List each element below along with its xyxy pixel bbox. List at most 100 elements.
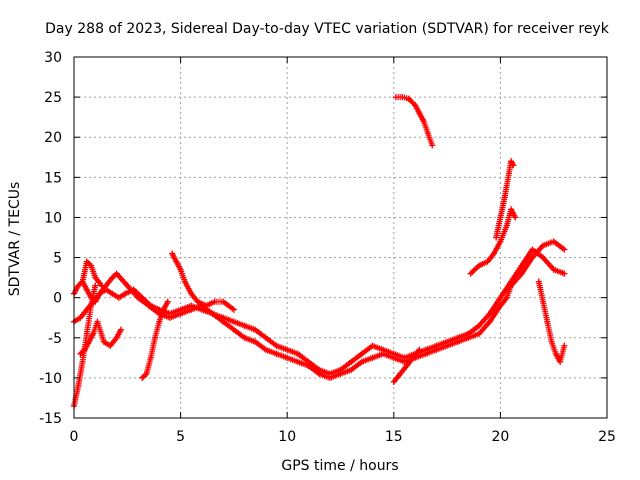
data-point — [540, 242, 547, 249]
data-point — [230, 326, 237, 333]
data-point — [508, 206, 515, 213]
grid — [74, 57, 607, 418]
data-point — [486, 318, 493, 325]
data-point — [497, 294, 504, 301]
data-point — [117, 326, 124, 333]
data-point — [77, 314, 84, 321]
y-tick-label: -15 — [39, 411, 62, 427]
data-point — [429, 142, 436, 149]
series-track-h — [392, 94, 436, 149]
x-tick-label: 15 — [385, 429, 403, 445]
data-point — [230, 306, 237, 313]
data-point — [390, 378, 397, 385]
data-point — [337, 370, 344, 377]
data-point — [484, 258, 491, 265]
plot-frame — [73, 56, 608, 419]
data-point — [92, 274, 99, 281]
data-point — [90, 330, 97, 337]
data-point — [113, 334, 120, 341]
data-point — [557, 358, 564, 365]
data-point — [173, 258, 180, 265]
data-point — [147, 354, 154, 361]
data-point — [540, 298, 547, 305]
data-point — [508, 158, 515, 165]
data-point — [561, 270, 568, 277]
data-point — [139, 374, 146, 381]
data-point — [508, 282, 515, 289]
x-tick-label: 25 — [598, 429, 616, 445]
data-point — [94, 318, 101, 325]
data-point — [181, 278, 188, 285]
series-markers — [169, 250, 237, 313]
data-point — [548, 338, 555, 345]
data-point — [550, 238, 557, 245]
data-point — [177, 266, 184, 273]
data-point — [241, 322, 248, 329]
x-tick-label: 5 — [176, 429, 185, 445]
data-point — [316, 370, 323, 377]
data-point — [100, 338, 107, 345]
data-point — [401, 358, 408, 365]
data-point — [529, 246, 536, 253]
data-point — [156, 318, 163, 325]
data-point — [230, 318, 237, 325]
data-point — [164, 298, 171, 305]
data-point — [152, 334, 159, 341]
series-markers — [467, 206, 519, 277]
data-point — [544, 318, 551, 325]
data-point — [109, 290, 116, 297]
y-tick-label: -10 — [39, 371, 62, 387]
data-point — [124, 282, 131, 289]
data-point — [194, 298, 201, 305]
data-point — [416, 110, 423, 117]
data-point — [273, 350, 280, 357]
y-tick-label: 25 — [44, 90, 62, 106]
data-point — [326, 374, 333, 381]
data-point — [83, 330, 90, 337]
data-point — [177, 310, 184, 317]
data-point — [392, 94, 399, 101]
series-track-j — [467, 206, 519, 277]
data-point — [203, 302, 210, 309]
data-point — [476, 322, 483, 329]
data-point — [252, 326, 259, 333]
axis-ticks: 0 5 10 15 20 25 -15 -10 -5 0 5 10 15 20 25 30 — [39, 50, 616, 445]
y-tick-label: 5 — [53, 251, 62, 267]
data-point — [422, 350, 429, 357]
series-track-f — [139, 298, 171, 381]
y-tick-label: 0 — [53, 291, 62, 307]
data-point — [262, 334, 269, 341]
data-point — [390, 354, 397, 361]
data-point — [486, 310, 493, 317]
series-track-i — [493, 158, 517, 241]
data-point — [262, 346, 269, 353]
data-point — [405, 95, 412, 102]
data-point — [98, 282, 105, 289]
series-markers — [535, 278, 568, 365]
data-point — [476, 262, 483, 269]
data-point — [169, 250, 176, 257]
data-point — [85, 338, 92, 345]
data-point — [88, 262, 95, 269]
data-point — [369, 342, 376, 349]
data-point — [510, 162, 517, 169]
series-markers — [392, 94, 436, 149]
y-tick-label: 10 — [44, 210, 62, 226]
data-point — [409, 354, 416, 361]
data-point — [188, 290, 195, 297]
data-point — [188, 306, 195, 313]
x-tick-label: 20 — [491, 429, 509, 445]
series-track-a — [71, 246, 568, 377]
data-point — [160, 306, 167, 313]
data-point — [75, 382, 82, 389]
data-point — [211, 298, 218, 305]
data-point — [420, 118, 427, 125]
data-point — [79, 358, 86, 365]
x-axis-label: GPS time / hours — [281, 458, 398, 474]
data-point — [348, 358, 355, 365]
data-point — [561, 342, 568, 349]
data-point — [540, 254, 547, 261]
data-point — [115, 294, 122, 301]
data-point — [412, 102, 419, 109]
data-point — [454, 338, 461, 345]
